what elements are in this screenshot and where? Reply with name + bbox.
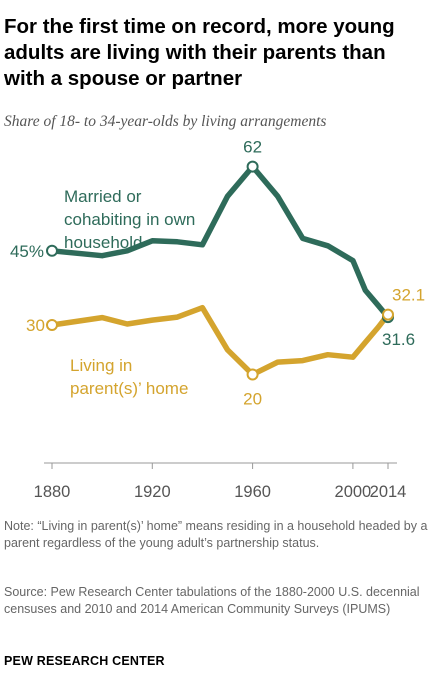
parents-series-label: parent(s)’ home [70,379,188,398]
married-peak-label: 62 [243,138,262,157]
x-tick-label: 2000 [335,483,372,501]
parents-start-label: 30 [26,316,45,335]
chart-title: For the first time on record, more young… [4,15,395,90]
chart-source: Source: Pew Research Center tabulations … [4,585,420,616]
married-data-point [246,160,259,173]
married-series-label: cohabiting in own [64,210,195,229]
brand-label: PEW RESEARCH CENTER [4,654,165,668]
parents-end-label: 32.1 [392,286,425,305]
chart-note: Note: “Living in parent(s)’ home” means … [4,519,428,550]
married-series-label: household [64,233,142,252]
parents-low-label: 20 [243,390,262,409]
x-tick-label: 1880 [34,483,71,501]
parents-data-point [46,319,58,331]
married-start-label: 45% [10,242,44,261]
chart-subtitle: Share of 18- to 34-year-olds by living a… [4,113,327,130]
parents-data-point [382,308,394,321]
parents-series-label: Living in [70,356,132,375]
x-tick-label: 1960 [234,483,271,501]
parents-data-point [246,368,259,381]
married-data-point [46,244,58,257]
married-end-label: 31.6 [382,330,415,349]
x-tick-label: 1920 [134,483,171,501]
married-series-label: Married or [64,187,142,206]
x-tick-label: 2014 [370,483,407,501]
